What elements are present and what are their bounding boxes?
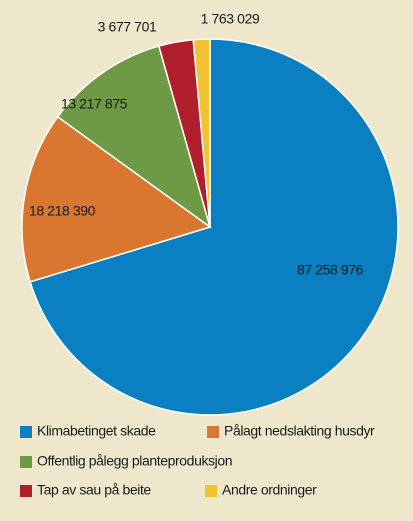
legend-label: Pålagt nedslakting husdyr <box>224 423 375 439</box>
slice-label: 18 218 390 <box>29 203 96 219</box>
legend-swatch <box>20 456 32 468</box>
legend-swatch <box>207 426 219 438</box>
slice-label: 87 258 976 <box>297 262 364 278</box>
slice-label: 3 677 701 <box>98 19 157 35</box>
pie-slice <box>21 115 212 283</box>
slice-label: 13 217 875 <box>61 96 128 112</box>
legend-label: Klimabetinget skade <box>37 423 156 439</box>
legend-swatch <box>205 485 217 497</box>
pie-slice <box>29 38 399 416</box>
legend-swatch <box>20 426 32 438</box>
legend-swatch <box>20 485 32 497</box>
legend-label: Andre ordninger <box>222 482 317 498</box>
pie-slice <box>192 38 211 228</box>
legend-label: Offentlig pålegg planteproduksjon <box>37 453 232 469</box>
pie-slice <box>56 45 212 229</box>
slice-label: 1 763 029 <box>201 11 260 27</box>
legend-label: Tap av sau på beite <box>37 482 151 498</box>
